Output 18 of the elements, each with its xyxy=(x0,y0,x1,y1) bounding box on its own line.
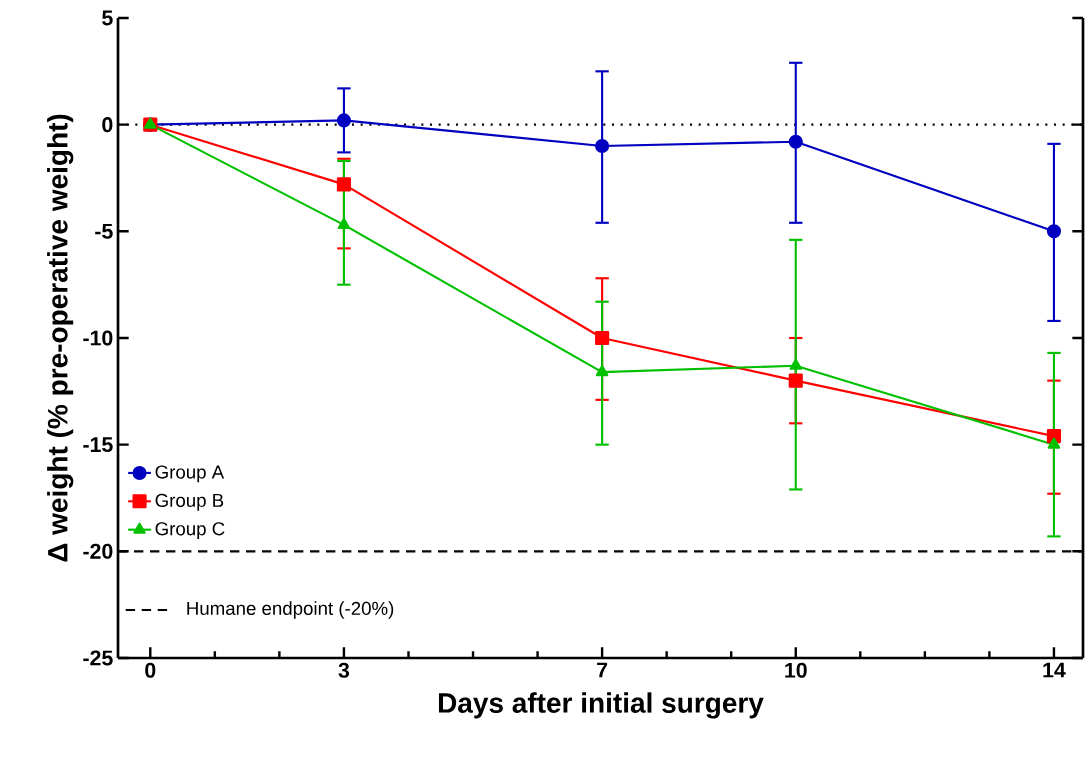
x-tick-label: 3 xyxy=(338,662,350,678)
y-tick-label: -5 xyxy=(95,223,113,239)
x-tick-label: 10 xyxy=(785,662,807,678)
x-tick-label: 0 xyxy=(145,662,156,678)
y-tick-label: -15 xyxy=(83,437,113,453)
legend-label: Humane endpoint (-20%) xyxy=(187,601,394,619)
y-tick-label: 0 xyxy=(102,117,113,133)
y-tick-label: -25 xyxy=(83,650,113,666)
y-tick-label: 5 xyxy=(102,10,113,26)
x-tick-label: 14 xyxy=(1043,662,1066,678)
legend-label: Group B xyxy=(155,493,224,511)
legend-label: Group A xyxy=(155,465,225,483)
x-axis-title: Days after initial surgery xyxy=(438,692,764,719)
y-tick-label: -10 xyxy=(83,330,113,346)
legend-label: Group C xyxy=(155,522,225,540)
x-tick-label: 7 xyxy=(597,662,608,678)
y-tick-label: -20 xyxy=(83,543,113,559)
y-axis-title: Δ weight (% pre-operative weight) xyxy=(47,114,74,562)
